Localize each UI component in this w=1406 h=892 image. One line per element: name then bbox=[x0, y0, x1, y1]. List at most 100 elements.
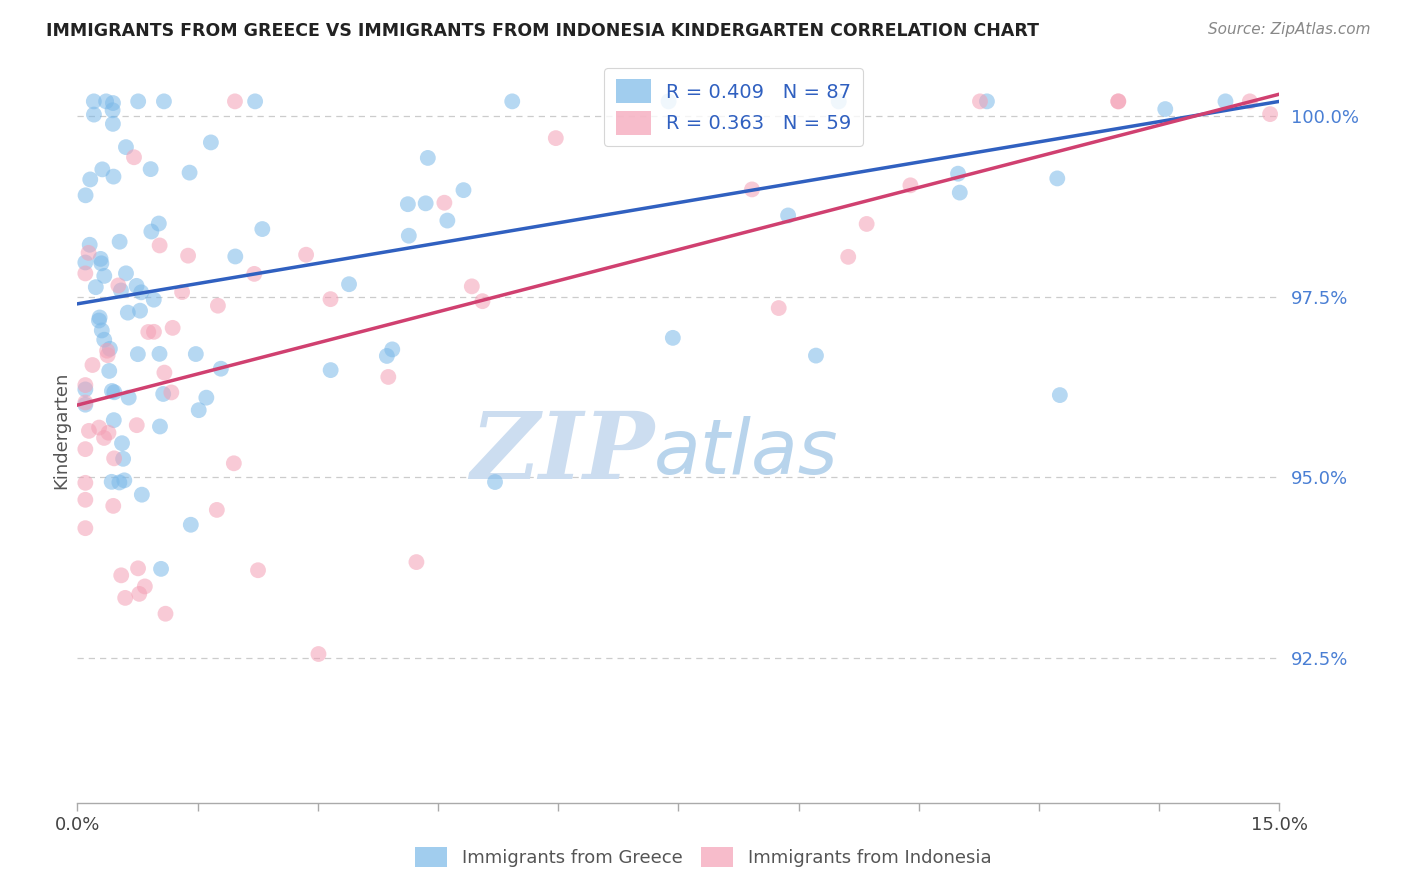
Point bbox=[103, 413, 125, 427]
Point bbox=[152, 387, 174, 401]
Point bbox=[87, 420, 110, 434]
Point bbox=[75, 442, 97, 457]
Point bbox=[187, 403, 209, 417]
Point bbox=[396, 197, 419, 211]
Point bbox=[101, 103, 124, 118]
Point bbox=[96, 343, 118, 358]
Point bbox=[804, 349, 827, 363]
Legend: R = 0.409   N = 87, R = 0.363   N = 59: R = 0.409 N = 87, R = 0.363 N = 59 bbox=[605, 68, 863, 146]
Point bbox=[855, 217, 877, 231]
Point bbox=[900, 178, 922, 193]
Point bbox=[433, 195, 456, 210]
Point bbox=[128, 587, 150, 601]
Point bbox=[127, 95, 149, 109]
Point bbox=[141, 225, 163, 239]
Point bbox=[976, 95, 998, 109]
Point bbox=[129, 303, 152, 318]
Point bbox=[946, 167, 969, 181]
Point bbox=[93, 333, 115, 347]
Point bbox=[93, 431, 115, 445]
Point bbox=[969, 95, 991, 109]
Point bbox=[337, 277, 360, 292]
Point bbox=[83, 95, 105, 109]
Point bbox=[768, 301, 790, 315]
Point bbox=[837, 250, 859, 264]
Point bbox=[461, 279, 484, 293]
Point bbox=[153, 95, 176, 109]
Point bbox=[101, 117, 124, 131]
Point bbox=[308, 647, 330, 661]
Point bbox=[243, 95, 266, 109]
Point bbox=[319, 363, 342, 377]
Point bbox=[150, 562, 173, 576]
Point bbox=[75, 492, 97, 507]
Point bbox=[118, 391, 141, 405]
Point bbox=[87, 313, 110, 327]
Text: Source: ZipAtlas.com: Source: ZipAtlas.com bbox=[1208, 22, 1371, 37]
Point bbox=[115, 140, 138, 154]
Point bbox=[160, 385, 183, 400]
Point bbox=[98, 342, 121, 356]
Point bbox=[122, 150, 145, 164]
Point bbox=[115, 266, 138, 280]
Point bbox=[177, 249, 200, 263]
Point bbox=[75, 398, 97, 412]
Point bbox=[828, 95, 851, 109]
Point bbox=[129, 285, 152, 300]
Point bbox=[1154, 102, 1177, 116]
Point bbox=[1239, 95, 1261, 109]
Point bbox=[107, 278, 129, 293]
Point bbox=[243, 267, 266, 281]
Point bbox=[375, 349, 398, 363]
Point bbox=[252, 222, 274, 236]
Text: atlas: atlas bbox=[654, 416, 839, 490]
Point bbox=[224, 250, 246, 264]
Point bbox=[200, 136, 222, 150]
Point bbox=[117, 305, 139, 319]
Point bbox=[110, 568, 132, 582]
Point bbox=[97, 348, 120, 362]
Point bbox=[108, 235, 131, 249]
Point bbox=[136, 325, 159, 339]
Point bbox=[319, 292, 342, 306]
Point bbox=[90, 323, 112, 337]
Point bbox=[93, 268, 115, 283]
Point bbox=[415, 196, 437, 211]
Point bbox=[148, 347, 170, 361]
Point bbox=[131, 488, 153, 502]
Point bbox=[75, 475, 97, 490]
Point bbox=[484, 475, 506, 489]
Point bbox=[1258, 107, 1281, 121]
Point bbox=[184, 347, 207, 361]
Point bbox=[97, 425, 120, 440]
Point bbox=[149, 419, 172, 434]
Point bbox=[79, 237, 101, 252]
Point bbox=[108, 475, 131, 490]
Point bbox=[207, 299, 229, 313]
Point bbox=[162, 321, 184, 335]
Point bbox=[83, 107, 105, 121]
Point bbox=[75, 188, 97, 202]
Point bbox=[103, 499, 125, 513]
Y-axis label: Kindergarten: Kindergarten bbox=[52, 372, 70, 489]
Point bbox=[224, 95, 246, 109]
Point bbox=[172, 285, 194, 299]
Point bbox=[658, 95, 681, 109]
Point bbox=[90, 256, 112, 270]
Point bbox=[101, 384, 124, 398]
Point bbox=[405, 555, 427, 569]
Point bbox=[84, 280, 107, 294]
Point bbox=[1107, 95, 1129, 109]
Point bbox=[148, 217, 170, 231]
Point bbox=[103, 169, 125, 184]
Point bbox=[94, 95, 117, 109]
Point bbox=[1046, 171, 1069, 186]
Point bbox=[377, 370, 399, 384]
Point bbox=[127, 561, 149, 575]
Point bbox=[98, 364, 121, 378]
Point bbox=[179, 166, 201, 180]
Point bbox=[436, 213, 458, 227]
Point bbox=[205, 503, 228, 517]
Legend: Immigrants from Greece, Immigrants from Indonesia: Immigrants from Greece, Immigrants from … bbox=[408, 839, 998, 874]
Point bbox=[100, 475, 122, 489]
